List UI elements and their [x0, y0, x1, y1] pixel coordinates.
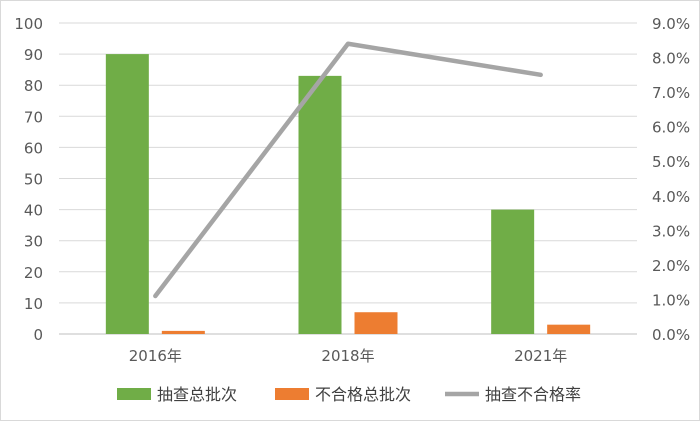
- legend-label: 抽查不合格率: [485, 385, 581, 404]
- bar-total: [298, 75, 342, 335]
- bar-failed: [547, 324, 591, 334]
- legend: 抽查总批次 不合格总批次 抽查不合格率: [117, 385, 581, 404]
- bar-series: [105, 54, 591, 335]
- legend-swatch: [117, 388, 151, 400]
- legend-label: 抽查总批次: [157, 385, 237, 404]
- left-tick-label: 40: [24, 202, 43, 220]
- line-series: [153, 41, 543, 299]
- left-tick-label: 100: [14, 15, 43, 33]
- gridlines: [59, 22, 637, 335]
- right-axis-ticks: 0.0% 1.0% 2.0% 3.0% 4.0% 5.0% 6.0% 7.0% 8.0% 9.0%: [652, 15, 690, 344]
- legend-item: 抽查不合格率: [445, 385, 581, 404]
- left-tick-label: 30: [24, 233, 43, 251]
- legend-item: 不合格总批次: [275, 385, 411, 404]
- left-tick-label: 60: [24, 139, 43, 157]
- bar-total: [105, 54, 149, 334]
- right-tick-label: 1.0%: [652, 291, 690, 309]
- right-tick-label: 6.0%: [652, 119, 690, 137]
- right-tick-label: 2.0%: [652, 257, 690, 275]
- right-tick-label: 7.0%: [652, 84, 690, 102]
- category-label: 2021年: [514, 347, 567, 365]
- category-label: 2018年: [321, 347, 374, 365]
- legend-swatch: [275, 388, 309, 400]
- category-label: 2016年: [129, 347, 182, 365]
- right-tick-label: 8.0%: [652, 50, 690, 68]
- left-tick-label: 70: [24, 108, 43, 126]
- right-tick-label: 0.0%: [652, 326, 690, 344]
- left-tick-label: 10: [24, 295, 43, 313]
- left-tick-label: 80: [24, 77, 43, 95]
- right-tick-label: 3.0%: [652, 222, 690, 240]
- right-tick-label: 4.0%: [652, 188, 690, 206]
- bar-total: [491, 209, 535, 334]
- right-tick-label: 9.0%: [652, 15, 690, 33]
- rate-line: [153, 41, 543, 299]
- left-tick-label: 20: [24, 264, 43, 282]
- legend-item: 抽查总批次: [117, 385, 237, 404]
- bar-failed: [161, 330, 205, 334]
- left-tick-label: 90: [24, 46, 43, 64]
- x-axis-categories: 2016年 2018年 2021年: [129, 347, 568, 365]
- bar-failed: [354, 312, 398, 334]
- left-tick-label: 50: [24, 171, 43, 189]
- legend-label: 不合格总批次: [315, 385, 411, 404]
- left-tick-label: 0: [33, 326, 43, 344]
- right-tick-label: 5.0%: [652, 153, 690, 171]
- left-axis-ticks: 0 10 20 30 40 50 60 70 80 90 100: [14, 15, 43, 344]
